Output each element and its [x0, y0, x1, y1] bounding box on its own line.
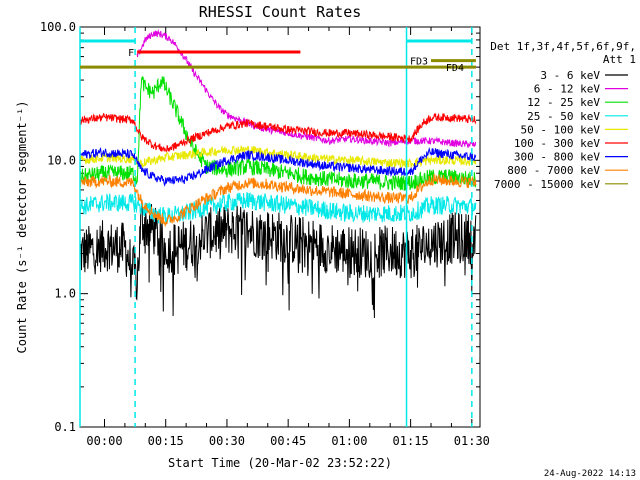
- x-tick-label: 00:45: [270, 434, 306, 448]
- series-line: [79, 112, 477, 153]
- legend-entry-label: 7000 - 15000 keV: [494, 178, 600, 191]
- x-tick-label: 00:00: [86, 434, 122, 448]
- series-line: [79, 146, 477, 187]
- flag-label: FD4: [446, 63, 464, 74]
- series-line: [79, 173, 477, 228]
- legend: Det 1f,3f,4f,5f,6f,9f, Att 1 3 - 6 keV6 …: [490, 40, 636, 191]
- legend-entry-label: 3 - 6 keV: [540, 69, 600, 82]
- x-tick-label: 01:00: [331, 434, 367, 448]
- overlay-group: F FD3 FD4: [79, 27, 476, 427]
- plot-area: F FD3 FD4: [79, 26, 481, 428]
- series-line: [79, 191, 477, 225]
- series-line: [79, 204, 477, 319]
- series-line: [136, 28, 477, 148]
- flag-label: FD3: [410, 57, 428, 68]
- x-axis-label: Start Time (20-Mar-02 23:52:22): [168, 456, 392, 470]
- footer-timestamp: 24-Aug-2022 14:13: [544, 469, 636, 479]
- legend-entry-label: 50 - 100 keV: [521, 123, 601, 136]
- legend-entry-label: 12 - 25 keV: [527, 96, 600, 109]
- y-tick-label: 100.0: [40, 20, 76, 34]
- y-tick-label: 0.1: [54, 420, 76, 434]
- legend-entry-label: 800 - 7000 keV: [507, 164, 600, 177]
- legend-header-line-2: Att 1: [603, 53, 636, 66]
- y-tick-label: 1.0: [54, 287, 76, 301]
- x-tick-labels: 00:00 00:15 00:30 00:45 01:00 01:15 01:30: [86, 434, 489, 448]
- series-line: [79, 75, 477, 191]
- y-tick-labels: 0.1 1.0 10.0 100.0: [40, 20, 76, 434]
- legend-header-line-1: Det 1f,3f,4f,5f,6f,9f,: [490, 40, 636, 53]
- y-axis-label: Count Rate (s⁻¹ detector segment⁻¹): [15, 101, 29, 354]
- y-tick-label: 10.0: [47, 153, 76, 167]
- legend-entry-label: 300 - 800 keV: [514, 151, 600, 164]
- x-tick-label: 01:15: [393, 434, 429, 448]
- flag-label: F: [128, 48, 134, 59]
- chart-title: RHESSI Count Rates: [199, 3, 362, 21]
- legend-entry-label: 6 - 12 keV: [534, 83, 601, 96]
- legend-entry-label: 25 - 50 keV: [527, 110, 600, 123]
- x-tick-label: 00:15: [148, 434, 184, 448]
- x-tick-label: 00:30: [209, 434, 245, 448]
- x-tick-label: 01:30: [454, 434, 490, 448]
- legend-entry-label: 100 - 300 keV: [514, 137, 600, 150]
